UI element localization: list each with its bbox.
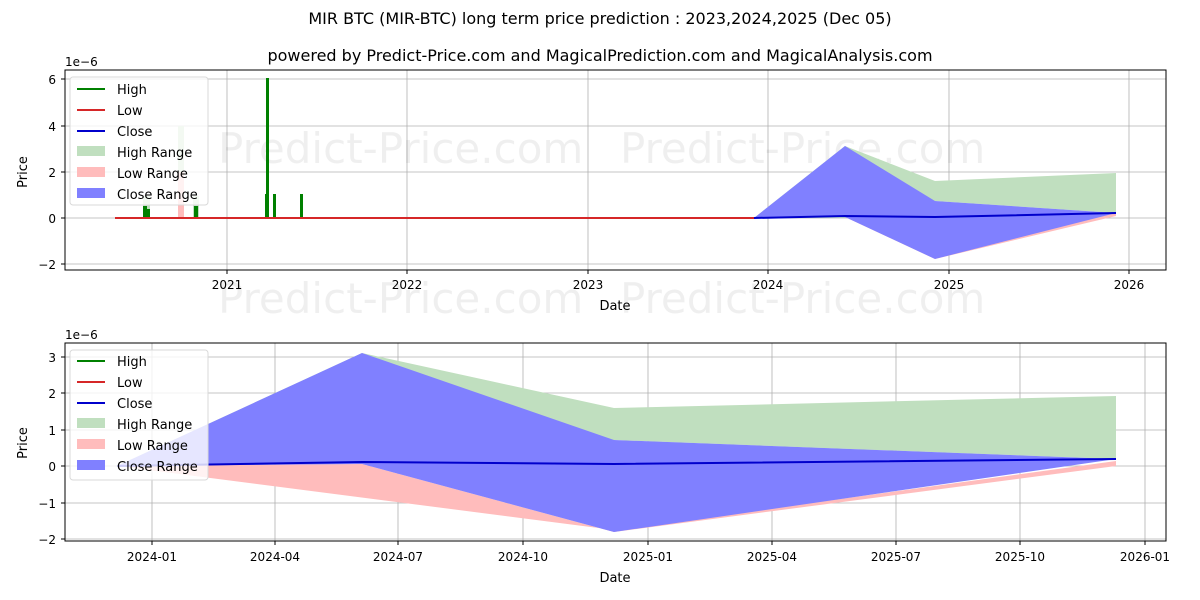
y-tick-label: 2 bbox=[48, 166, 56, 180]
watermark-text: Predict-Price.com bbox=[620, 274, 985, 323]
close-range-legend-icon bbox=[77, 188, 105, 198]
top-chart: Predict-Price.com Predict-Price.com bbox=[16, 55, 1167, 314]
top-x-ticks bbox=[226, 270, 1130, 274]
watermark-text: Predict-Price.com bbox=[218, 124, 583, 173]
top-legend: High Low Close High Range Low Range Clos… bbox=[69, 76, 209, 206]
legend-item-low-range: Low Range bbox=[117, 167, 188, 182]
x-axis-label: Date bbox=[599, 571, 630, 586]
legend-item-high: High bbox=[117, 83, 147, 98]
y-axis-label: Price bbox=[16, 427, 31, 459]
top-axes-frame bbox=[64, 69, 1167, 271]
y-tick-label: −2 bbox=[38, 533, 56, 547]
x-tick-label: 2025-07 bbox=[871, 550, 921, 564]
legend-item-low: Low bbox=[117, 376, 143, 391]
top-grid bbox=[65, 70, 1166, 270]
legend-item-close-range: Close Range bbox=[117, 188, 198, 203]
x-tick-label: 2025 bbox=[934, 278, 965, 292]
bottom-axes-frame bbox=[64, 342, 1167, 542]
y-tick-label: 6 bbox=[48, 73, 56, 87]
x-tick-label: 2025-04 bbox=[747, 550, 797, 564]
low-range-legend-icon bbox=[77, 167, 105, 177]
high-range-legend-icon bbox=[77, 146, 105, 156]
x-tick-label: 2024-01 bbox=[127, 550, 177, 564]
y-tick-label: 2 bbox=[48, 387, 56, 401]
y-tick-label: 0 bbox=[48, 212, 56, 226]
x-tick-label: 2024 bbox=[753, 278, 784, 292]
close-range-legend-icon bbox=[77, 460, 105, 470]
legend-item-close: Close bbox=[117, 125, 152, 140]
legend-item-high-range: High Range bbox=[117, 146, 192, 161]
legend-item-low-range: Low Range bbox=[117, 439, 188, 454]
y-tick-label: 3 bbox=[48, 351, 56, 365]
bottom-chart: Predict-Price.com Predict-Price.com 3 2 … bbox=[16, 328, 1170, 586]
x-tick-label: 2024-10 bbox=[498, 550, 548, 564]
x-tick-label: 2023 bbox=[573, 278, 604, 292]
x-tick-label: 2025-01 bbox=[623, 550, 673, 564]
x-tick-label: 2026-01 bbox=[1120, 550, 1170, 564]
bottom-low-range bbox=[117, 461, 1116, 532]
chart-title: MIR BTC (MIR-BTC) long term price predic… bbox=[308, 9, 892, 28]
low-range-legend-icon bbox=[77, 439, 105, 449]
bottom-close-range bbox=[117, 353, 1116, 532]
x-tick-label: 2022 bbox=[392, 278, 423, 292]
legend-item-close: Close bbox=[117, 397, 152, 412]
y-tick-label: 4 bbox=[48, 120, 56, 134]
x-tick-label: 2024-07 bbox=[373, 550, 423, 564]
watermark-text: Predict-Price.com bbox=[620, 124, 985, 173]
bottom-y-ticks bbox=[61, 356, 65, 540]
y-tick-label: −1 bbox=[38, 497, 56, 511]
top-close-range bbox=[754, 146, 1116, 259]
y-tick-label: −2 bbox=[38, 258, 56, 272]
y-axis-label: Price bbox=[16, 156, 31, 188]
high-range-legend-icon bbox=[77, 418, 105, 428]
y-exponent-label: 1e−6 bbox=[65, 328, 98, 342]
legend-item-low: Low bbox=[117, 104, 143, 119]
y-exponent-label: 1e−6 bbox=[65, 55, 98, 69]
bottom-close-line bbox=[116, 458, 1117, 467]
y-tick-label: 1 bbox=[48, 424, 56, 438]
top-y-ticks bbox=[61, 78, 65, 265]
watermark-text: Predict-Price.com bbox=[218, 274, 583, 323]
bottom-x-ticks bbox=[151, 541, 1146, 545]
x-tick-label: 2025-10 bbox=[995, 550, 1045, 564]
chart-subtitle: powered by Predict-Price.com and Magical… bbox=[267, 46, 933, 65]
x-tick-label: 2021 bbox=[212, 278, 243, 292]
legend-item-high: High bbox=[117, 355, 147, 370]
x-tick-label: 2024-04 bbox=[250, 550, 300, 564]
top-close-line bbox=[753, 212, 1117, 219]
x-tick-label: 2026 bbox=[1114, 278, 1145, 292]
legend-item-close-range: Close Range bbox=[117, 460, 198, 475]
legend-item-high-range: High Range bbox=[117, 418, 192, 433]
y-tick-label: 0 bbox=[48, 460, 56, 474]
bottom-legend: High Low Close High Range Low Range Clos… bbox=[69, 349, 209, 481]
x-axis-label: Date bbox=[599, 299, 630, 314]
